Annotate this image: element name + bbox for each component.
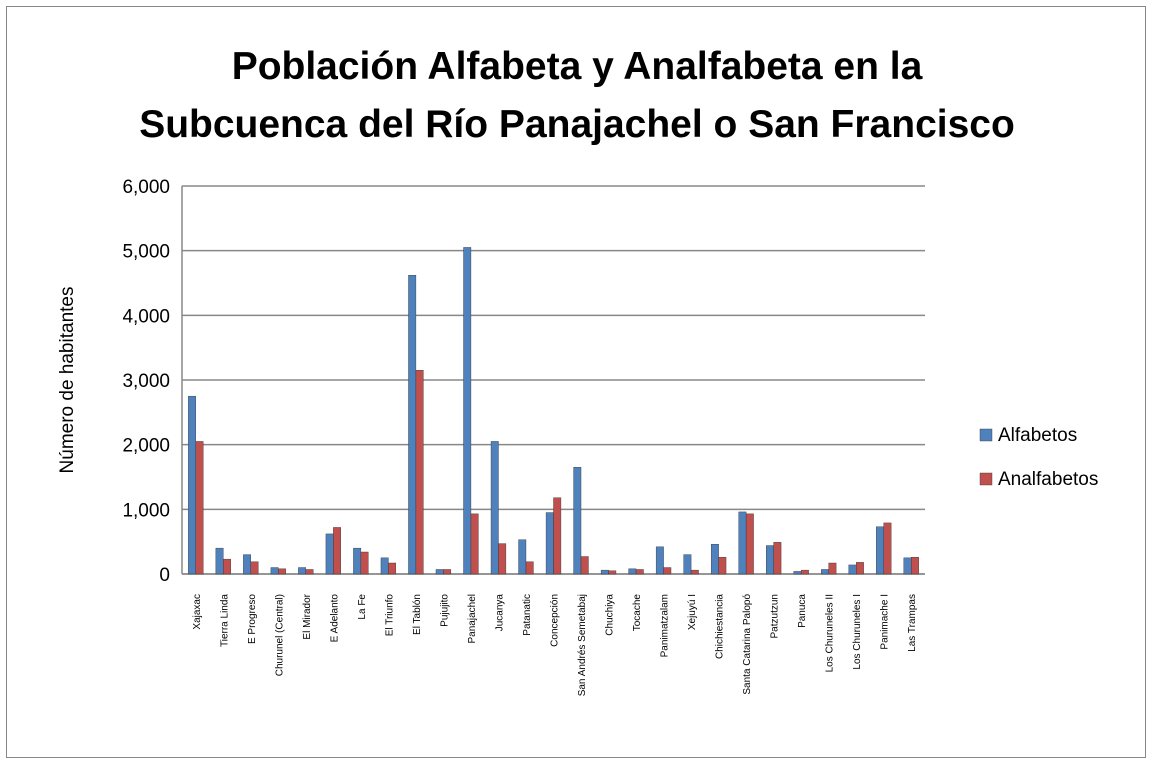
bar: [188, 395, 196, 575]
bar: [408, 275, 417, 575]
bar: [745, 513, 754, 575]
bar: [243, 554, 251, 575]
bar: [718, 556, 727, 575]
bar: [573, 467, 582, 575]
x-tick-label: Las Trampas: [907, 594, 918, 652]
y-tick-label: 0: [159, 565, 170, 586]
bar: [773, 542, 782, 575]
bar: [600, 569, 609, 575]
bar: [380, 557, 389, 575]
bar: [490, 441, 499, 575]
bar: [690, 569, 699, 575]
legend-label: Alfabetos: [998, 425, 1077, 446]
bar: [793, 571, 802, 575]
bar: [628, 568, 637, 575]
bar: [848, 564, 857, 575]
bar: [443, 569, 452, 575]
x-tick-label: Los Churuneles II: [825, 594, 836, 672]
bar: [821, 569, 829, 575]
x-tick-label: Santa Catarina Palopó: [742, 594, 753, 695]
x-tick-label: Panimache I: [880, 594, 891, 650]
legend-swatch: [979, 428, 993, 442]
bar: [305, 569, 314, 575]
bar: [580, 556, 589, 575]
bar: [278, 568, 286, 575]
bar: [470, 513, 479, 575]
x-tick-label: Los Churuneles I: [852, 594, 863, 670]
x-tick-label: Xejuyú I: [687, 594, 698, 630]
x-tick-label: Tierra Linda: [219, 594, 230, 647]
y-axis-label: Número de habitantes: [57, 287, 78, 474]
y-tick-label: 3,000: [122, 371, 170, 392]
bar: [525, 561, 534, 575]
legend-label: Analfabetos: [998, 469, 1098, 490]
bar: [876, 526, 884, 575]
x-tick-label: El Tablón: [412, 594, 423, 635]
x-tick-label: Chuchiya: [605, 594, 616, 636]
bar: [655, 546, 664, 575]
bar: [250, 561, 259, 575]
bar: [683, 554, 692, 575]
bar: [710, 544, 719, 575]
bar: [215, 547, 224, 575]
x-tick-label: Pujujito: [439, 594, 450, 627]
x-tick-label: Panimatzalam: [660, 594, 671, 657]
bar: [635, 569, 644, 575]
y-tick-label: 2,000: [122, 436, 170, 457]
bar: [223, 558, 231, 575]
x-tick-label: San Andrés Semetabaj: [577, 594, 588, 696]
bar: [766, 545, 774, 575]
bar: [911, 556, 919, 575]
bar: [388, 562, 397, 575]
bar: [463, 247, 472, 575]
chart-title: Población Alfabeta y Analfabeta en la Su…: [139, 45, 1015, 146]
bar: [738, 511, 747, 575]
bar: [325, 533, 334, 575]
x-tick-label: El Mirador: [302, 593, 313, 639]
bar: [663, 567, 672, 575]
bar: [883, 522, 892, 575]
y-tick-label: 4,000: [122, 306, 170, 327]
bar: [518, 539, 527, 575]
x-tick-label: E Adelanto: [329, 594, 340, 643]
x-tick-label: Patzutzun: [770, 594, 781, 638]
x-tick-label: Panuca: [797, 594, 808, 628]
bar: [553, 497, 562, 575]
y-tick-label: 1,000: [122, 500, 170, 521]
legend-swatch: [979, 472, 993, 486]
x-tick-label: Chichiestancia: [715, 594, 726, 659]
bar: [800, 569, 809, 575]
bar: [298, 567, 307, 575]
x-tick-label: Concepción: [550, 594, 561, 647]
x-tick-label: Panajachel: [467, 594, 478, 643]
bar: [608, 570, 617, 575]
x-tick-label: Jucanya: [494, 594, 505, 632]
y-tick-label: 5,000: [122, 242, 170, 263]
bar: [828, 562, 837, 575]
x-tick-label: Patanatic: [522, 594, 533, 636]
x-tick-label: Tocache: [632, 594, 643, 632]
bar: [856, 562, 864, 575]
bar: [353, 547, 362, 575]
bar: [270, 567, 279, 575]
bar: [360, 551, 369, 575]
bar: [435, 569, 444, 575]
x-tick-label: El Triunfo: [384, 594, 395, 637]
x-tick-label: Churunel (Central): [274, 594, 285, 676]
y-tick-label: 6,000: [122, 177, 170, 198]
x-tick-label: E Progreso: [247, 594, 258, 644]
x-tick-label: Xajaxac: [192, 594, 203, 630]
bar: [333, 527, 341, 575]
bar: [545, 512, 554, 575]
bar: [415, 370, 424, 575]
bar: [903, 557, 912, 575]
bar: [498, 543, 507, 575]
bar: [195, 441, 204, 575]
x-tick-label: La Fe: [357, 594, 368, 620]
chart-frame: [6, 6, 1146, 758]
